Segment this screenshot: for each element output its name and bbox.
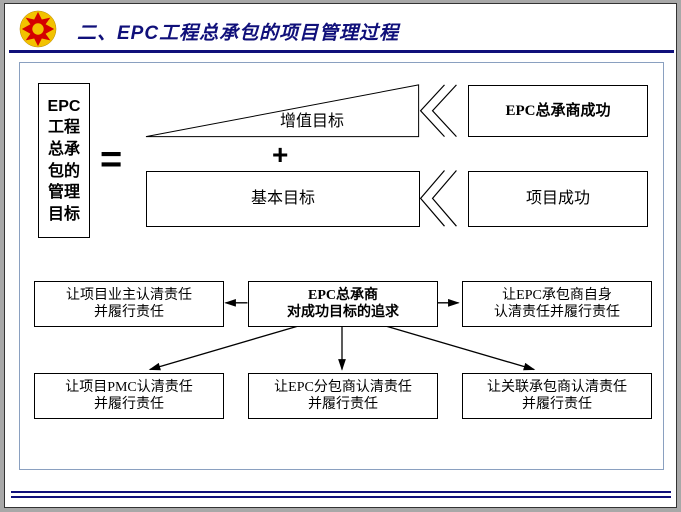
line1: EPC总承商 — [308, 287, 378, 305]
self-resp-box: 让EPC承包商自身 认清责任并履行责任 — [462, 281, 652, 327]
slide: 二、EPC工程总承包的项目管理过程 EPC 工程 总承 包的 管理 目标 = 增… — [4, 3, 677, 508]
subcontractor-resp-box: 让EPC分包商认清责任 并履行责任 — [248, 373, 438, 419]
label: 项目成功 — [526, 189, 590, 209]
line: 总承 — [48, 139, 80, 161]
line1: 让项目业主认清责任 — [66, 287, 192, 305]
mgmt-goal-box: EPC 工程 总承 包的 管理 目标 — [38, 83, 90, 238]
slide-header: 二、EPC工程总承包的项目管理过程 — [5, 4, 676, 58]
epc-success-box: EPC总承商成功 — [468, 85, 648, 137]
line: EPC — [48, 96, 81, 118]
owner-resp-box: 让项目业主认清责任 并履行责任 — [34, 281, 224, 327]
line: 工程 — [48, 117, 80, 139]
project-success-box: 项目成功 — [468, 171, 648, 227]
line2: 并履行责任 — [522, 396, 592, 414]
line2: 并履行责任 — [94, 304, 164, 322]
related-contractor-resp-box: 让关联承包商认清责任 并履行责任 — [462, 373, 652, 419]
content-frame: EPC 工程 总承 包的 管理 目标 = 增值目标 + 基本目标 EPC总承商成… — [19, 62, 664, 470]
line2: 对成功目标的追求 — [287, 304, 399, 322]
line: 目标 — [48, 204, 80, 226]
logo-icon — [19, 10, 57, 48]
plus-sign: + — [272, 139, 288, 171]
base-goal-box: 基本目标 — [146, 171, 420, 227]
equals-sign: = — [100, 139, 122, 182]
slide-title: 二、EPC工程总承包的项目管理过程 — [77, 18, 399, 45]
line2: 认清责任并履行责任 — [494, 304, 620, 322]
line2: 并履行责任 — [94, 396, 164, 414]
footer-line-2 — [11, 496, 671, 498]
line: 管理 — [48, 182, 80, 204]
line1: 让EPC分包商认清责任 — [274, 379, 412, 397]
pmc-resp-box: 让项目PMC认清责任 并履行责任 — [34, 373, 224, 419]
footer-line-1 — [11, 491, 671, 493]
title-underline — [9, 50, 674, 53]
line1: 让关联承包商认清责任 — [487, 379, 627, 397]
line1: 让项目PMC认清责任 — [65, 379, 193, 397]
triangle-label: 增值目标 — [280, 107, 344, 131]
line2: 并履行责任 — [308, 396, 378, 414]
label: EPC总承商成功 — [505, 102, 610, 121]
label: 基本目标 — [251, 189, 315, 209]
center-pursuit-box: EPC总承商 对成功目标的追求 — [248, 281, 438, 327]
line1: 让EPC承包商自身 — [502, 287, 612, 305]
line: 包的 — [48, 161, 80, 183]
